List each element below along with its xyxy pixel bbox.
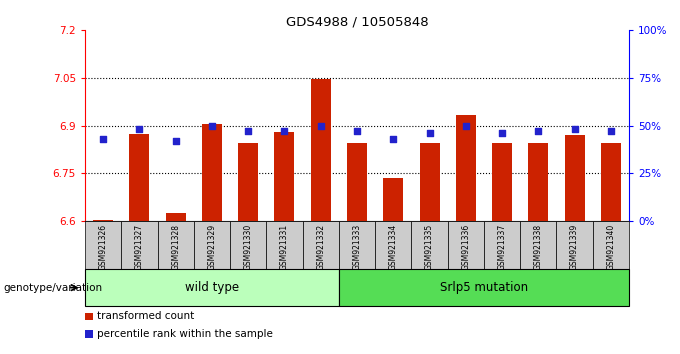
Text: GSM921330: GSM921330 — [243, 224, 253, 270]
Bar — [520, 221, 556, 269]
Bar — [384, 178, 403, 221]
Text: GSM921331: GSM921331 — [280, 224, 289, 270]
Text: GSM921333: GSM921333 — [352, 224, 362, 270]
Text: GSM921335: GSM921335 — [425, 224, 434, 270]
Point — [605, 129, 616, 134]
Bar — [456, 115, 476, 221]
Bar — [121, 221, 158, 269]
Bar — [420, 143, 439, 221]
Text: GSM921338: GSM921338 — [534, 224, 543, 270]
Text: GSM921337: GSM921337 — [498, 224, 507, 270]
Bar — [93, 220, 113, 221]
Bar — [411, 221, 447, 269]
Bar — [375, 221, 411, 269]
Bar — [129, 134, 150, 221]
Text: percentile rank within the sample: percentile rank within the sample — [97, 329, 273, 339]
Bar — [238, 143, 258, 221]
Bar — [492, 143, 512, 221]
Bar — [601, 143, 621, 221]
Point — [569, 127, 580, 132]
Bar — [275, 132, 294, 221]
Bar — [85, 221, 121, 269]
Point — [316, 123, 326, 129]
Bar — [194, 221, 230, 269]
Bar — [85, 269, 339, 306]
Bar — [347, 143, 367, 221]
Bar — [85, 330, 93, 338]
Text: GSM921334: GSM921334 — [389, 224, 398, 270]
Point — [170, 138, 181, 144]
Text: GSM921327: GSM921327 — [135, 224, 144, 270]
Point — [243, 129, 254, 134]
Bar — [267, 221, 303, 269]
Point — [388, 136, 398, 142]
Text: GSM921336: GSM921336 — [461, 224, 471, 270]
Bar — [484, 221, 520, 269]
Bar — [564, 135, 585, 221]
Bar — [339, 221, 375, 269]
Bar — [339, 269, 629, 306]
Point — [460, 123, 471, 129]
Text: GDS4988 / 10505848: GDS4988 / 10505848 — [286, 16, 428, 29]
Bar — [85, 313, 93, 320]
Point — [279, 129, 290, 134]
Text: GSM921339: GSM921339 — [570, 224, 579, 270]
Bar — [593, 221, 629, 269]
Text: wild type: wild type — [185, 281, 239, 294]
Bar — [311, 79, 330, 221]
Point — [533, 129, 544, 134]
Bar — [202, 124, 222, 221]
Bar — [528, 143, 548, 221]
Bar — [447, 221, 484, 269]
Point — [424, 131, 435, 136]
Bar — [166, 213, 186, 221]
Text: GSM921340: GSM921340 — [607, 224, 615, 270]
Point — [134, 127, 145, 132]
Text: GSM921329: GSM921329 — [207, 224, 216, 270]
Point — [496, 131, 507, 136]
Bar — [230, 221, 267, 269]
Bar — [158, 221, 194, 269]
Bar — [556, 221, 593, 269]
Bar — [303, 221, 339, 269]
Point — [352, 129, 362, 134]
Point — [207, 123, 218, 129]
Text: genotype/variation: genotype/variation — [3, 282, 103, 293]
Text: GSM921328: GSM921328 — [171, 224, 180, 270]
Text: GSM921326: GSM921326 — [99, 224, 107, 270]
Text: GSM921332: GSM921332 — [316, 224, 325, 270]
Point — [98, 136, 109, 142]
Text: transformed count: transformed count — [97, 312, 194, 321]
Text: Srlp5 mutation: Srlp5 mutation — [440, 281, 528, 294]
